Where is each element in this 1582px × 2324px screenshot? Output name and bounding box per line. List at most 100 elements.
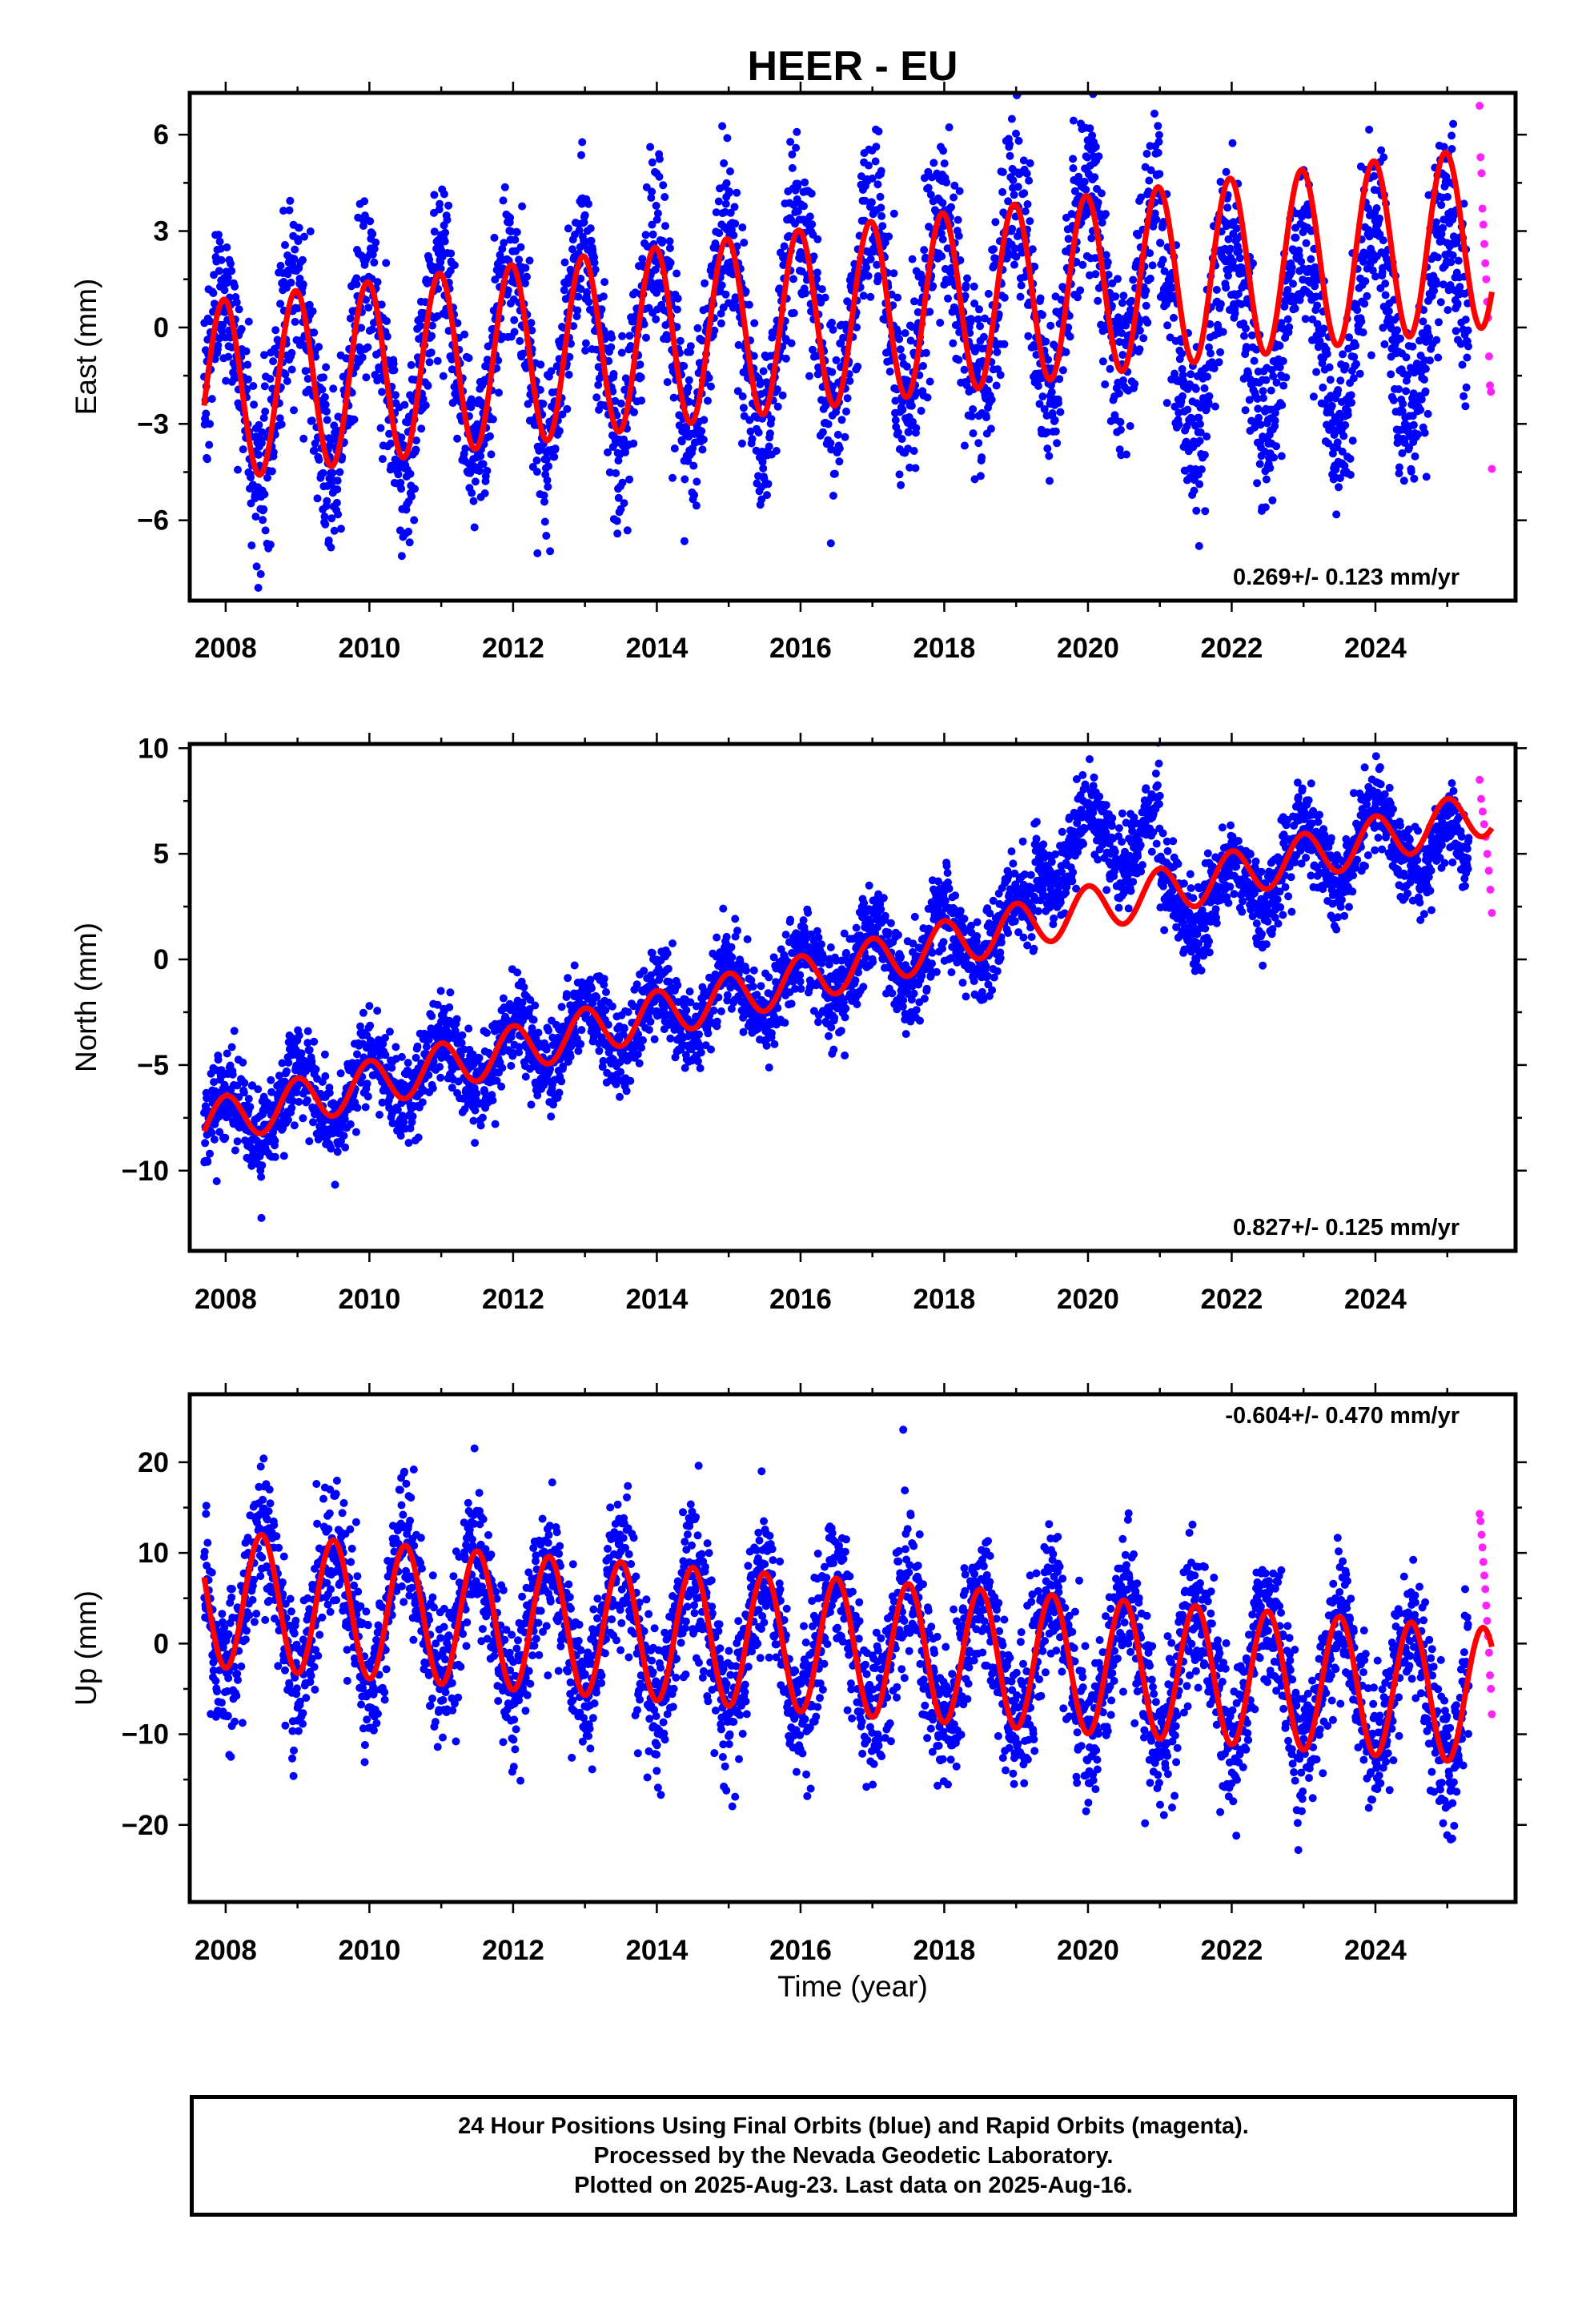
data-point — [544, 483, 552, 491]
data-point — [910, 447, 918, 455]
east-y-axis-label: East (mm) — [70, 279, 102, 416]
rapid-point — [1485, 352, 1493, 360]
data-point — [267, 541, 275, 549]
data-point — [720, 159, 728, 167]
data-point — [765, 443, 773, 451]
data-point — [970, 429, 978, 437]
data-point — [987, 424, 995, 432]
data-point — [985, 290, 993, 298]
data-point — [223, 243, 231, 251]
data-point — [1038, 311, 1046, 319]
data-point — [306, 1046, 314, 1054]
data-point — [648, 187, 656, 195]
data-point — [488, 450, 496, 458]
data-point — [808, 190, 816, 198]
data-point — [1434, 253, 1442, 261]
data-point — [561, 259, 569, 267]
data-point — [297, 1049, 305, 1057]
data-point — [1020, 189, 1028, 197]
data-point — [1014, 183, 1022, 191]
data-point — [337, 525, 345, 533]
data-point — [577, 151, 585, 159]
data-point — [587, 224, 595, 232]
data-point — [1196, 420, 1204, 428]
data-point — [991, 218, 999, 226]
data-point — [557, 1077, 565, 1085]
data-point — [258, 1214, 266, 1222]
data-point — [1126, 422, 1134, 430]
rapid-point — [1480, 221, 1488, 229]
data-point — [573, 307, 581, 315]
data-point — [280, 1152, 288, 1160]
data-point — [366, 217, 374, 225]
data-point — [733, 189, 741, 197]
data-point — [1029, 245, 1037, 253]
data-point — [1155, 131, 1163, 139]
data-point — [1313, 302, 1321, 310]
data-point — [1400, 476, 1408, 485]
rapid-point — [1479, 205, 1487, 213]
data-point — [308, 416, 316, 424]
data-point — [1435, 318, 1443, 326]
data-point — [269, 357, 277, 365]
data-point — [1024, 332, 1032, 340]
data-point — [1012, 130, 1020, 138]
data-point — [383, 332, 391, 340]
data-point — [612, 469, 620, 477]
data-point — [1259, 387, 1267, 395]
data-point — [1268, 497, 1276, 505]
data-point — [578, 139, 586, 147]
data-point — [939, 235, 947, 243]
data-point — [268, 468, 276, 476]
data-point — [1408, 343, 1416, 351]
data-point — [390, 366, 398, 374]
data-point — [866, 293, 874, 301]
data-point — [801, 289, 809, 297]
rapid-point — [1482, 275, 1490, 283]
data-point — [1455, 257, 1463, 265]
data-point — [307, 227, 315, 235]
data-point — [955, 232, 963, 240]
data-point — [436, 1074, 444, 1082]
data-point — [1227, 245, 1235, 253]
data-point — [430, 191, 438, 199]
data-point — [975, 305, 983, 313]
data-point — [1056, 408, 1064, 416]
data-point — [312, 1065, 320, 1073]
data-point — [969, 405, 977, 413]
data-point — [970, 283, 978, 291]
data-point — [618, 332, 626, 340]
data-point — [202, 410, 210, 418]
data-point — [738, 440, 746, 448]
data-point — [444, 216, 452, 224]
data-point — [1272, 442, 1280, 450]
data-point — [766, 429, 774, 437]
data-point — [1291, 304, 1299, 312]
data-point — [1223, 203, 1231, 211]
data-point — [1043, 444, 1051, 452]
data-point — [460, 331, 468, 339]
data-point — [286, 197, 294, 205]
data-point — [1278, 401, 1286, 409]
data-point — [845, 377, 853, 385]
data-point — [1437, 201, 1445, 209]
data-point — [997, 371, 1005, 379]
data-point — [437, 987, 445, 995]
data-point — [1462, 316, 1470, 324]
data-point — [1048, 388, 1056, 396]
data-point — [541, 518, 549, 526]
data-point — [722, 200, 730, 208]
data-point — [353, 280, 361, 288]
data-point — [1267, 387, 1275, 395]
data-point — [1410, 475, 1418, 483]
data-point — [1175, 420, 1183, 428]
data-point — [1216, 348, 1224, 356]
data-point — [990, 245, 998, 253]
data-point — [1262, 503, 1270, 511]
data-point — [520, 983, 528, 991]
data-point — [408, 493, 416, 501]
data-point — [1231, 309, 1239, 317]
data-point — [283, 377, 291, 385]
data-point — [877, 203, 885, 211]
data-point — [271, 1153, 279, 1161]
